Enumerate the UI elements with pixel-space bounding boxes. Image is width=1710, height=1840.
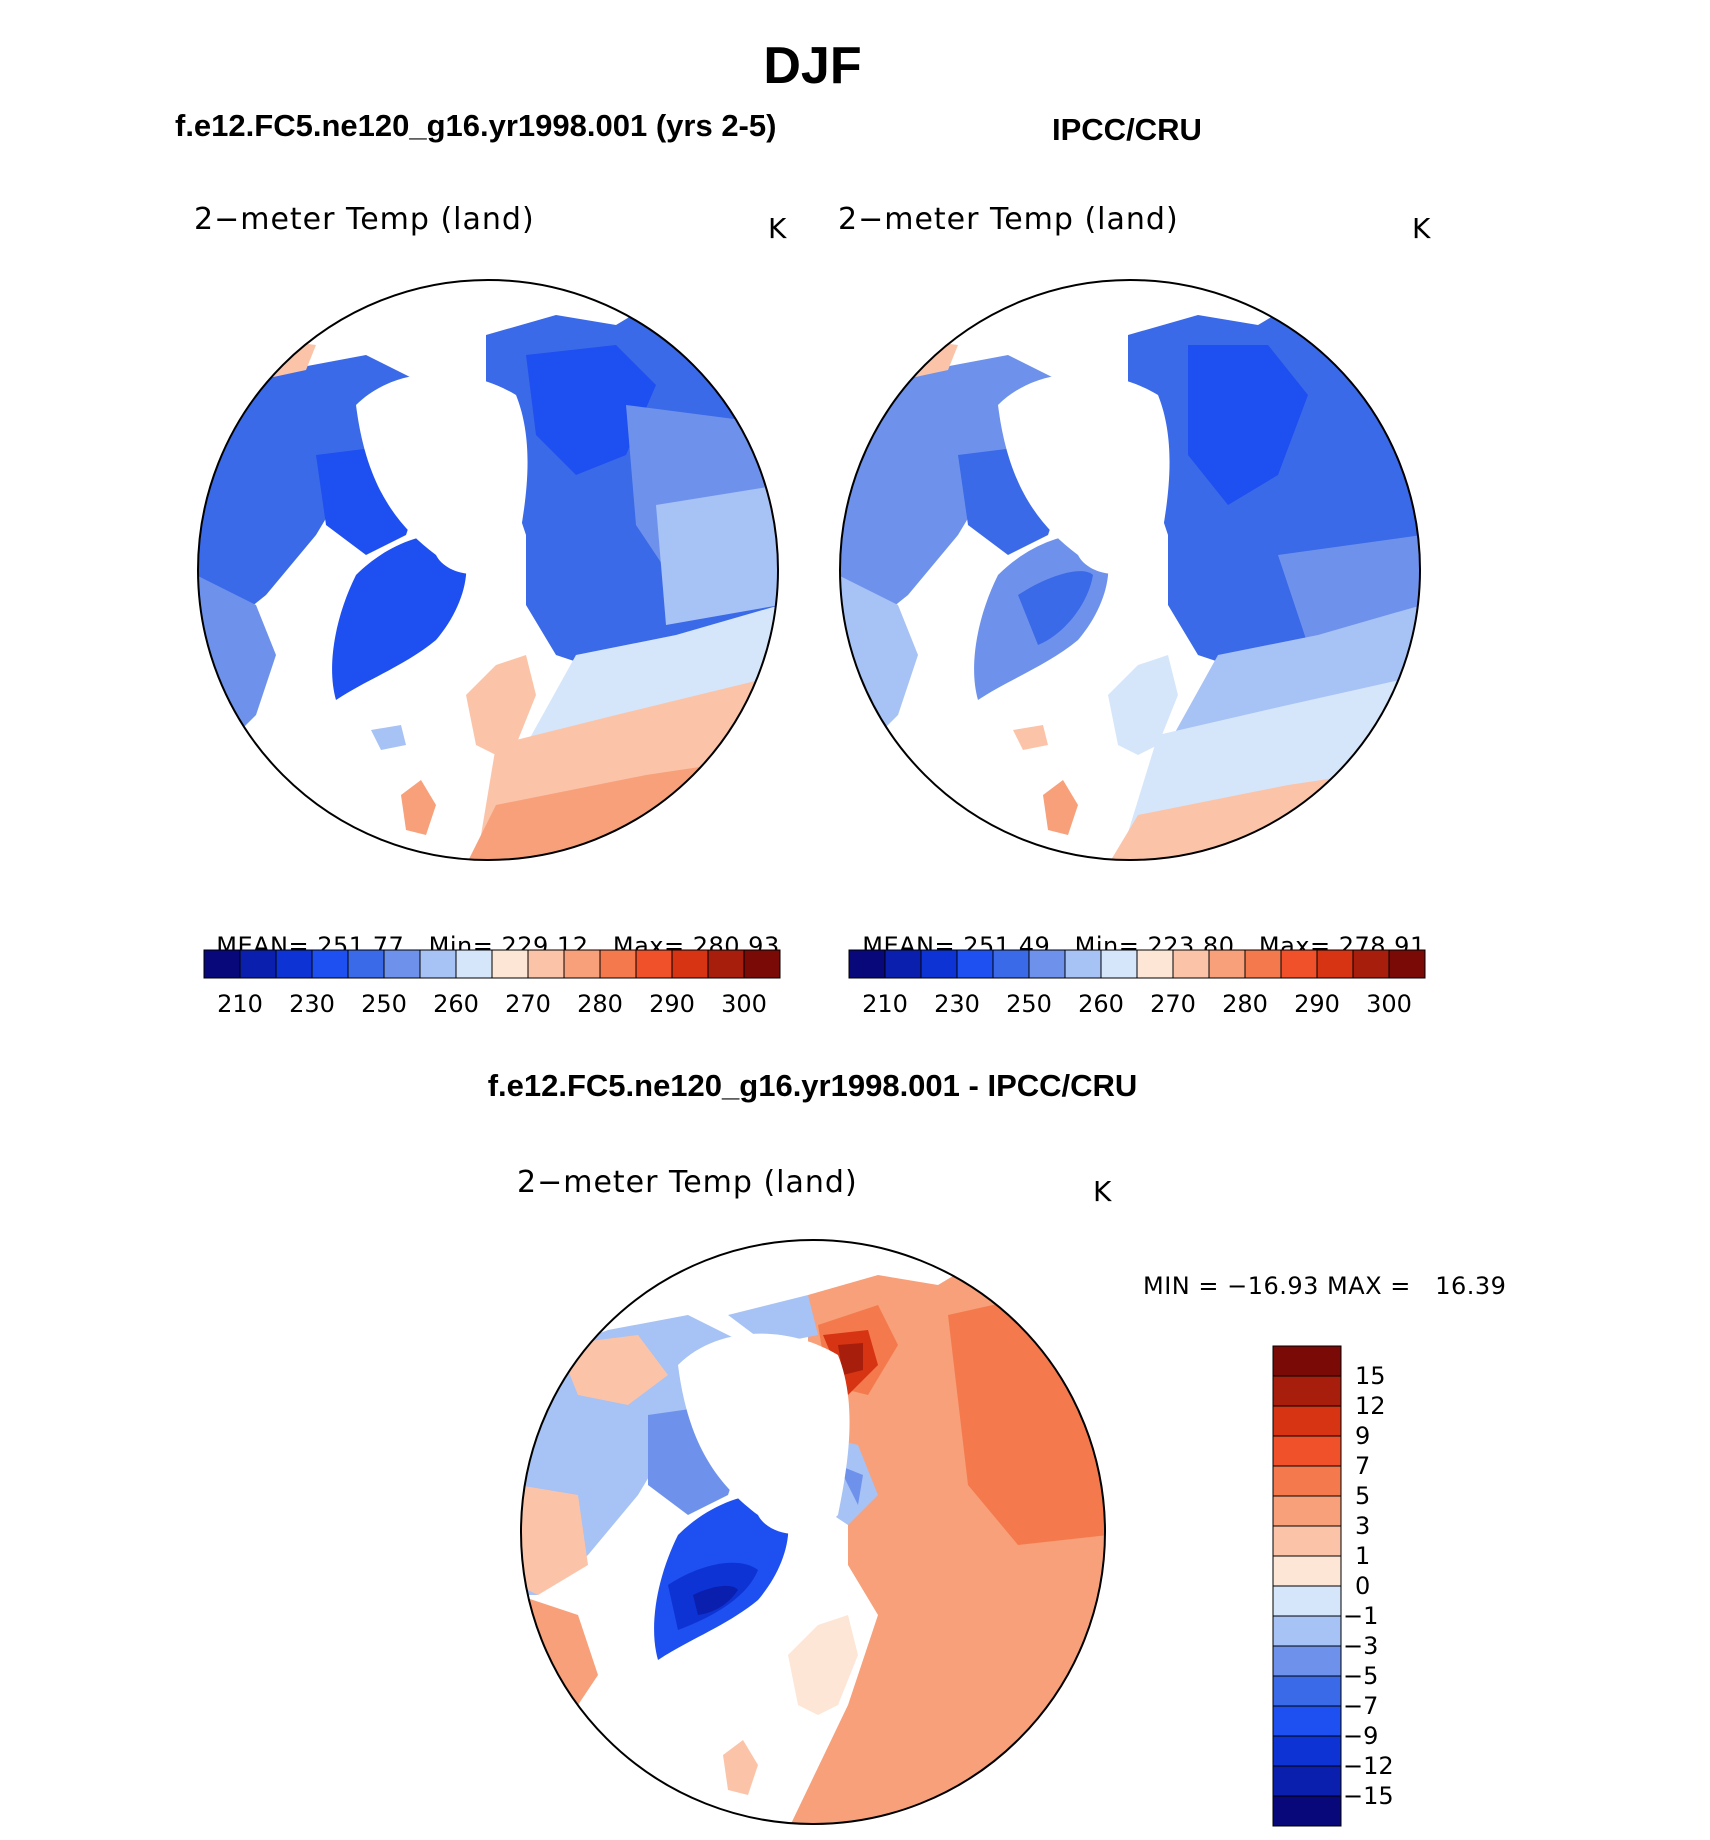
obs-panel-header: IPCC/CRU [1052,112,1202,147]
obs-colorbar-swatch [992,949,1030,979]
model-colorbar-tick-label: 250 [361,990,407,1018]
obs-colorbar-swatch [848,949,886,979]
diff-colorbar-tick-label: −7 [1343,1692,1379,1720]
model-unit-label: K [768,212,787,245]
model-colorbar-swatch [275,949,313,979]
model-colorbar-swatch [311,949,349,979]
diff-colorbar-tick-label: 3 [1355,1512,1371,1540]
diff-colorbar-tick-label: 5 [1355,1482,1371,1510]
diff-colorbar-tick-label: 7 [1355,1452,1371,1480]
obs-colorbar [848,949,1426,979]
season-title: DJF [763,37,862,95]
obs-colorbar-swatch [956,949,994,979]
obs-colorbar-swatch [884,949,922,979]
diff-colorbar-tick-label: −3 [1343,1632,1379,1660]
model-colorbar-tick-label: 300 [721,990,767,1018]
model-colorbar-swatch [419,949,457,979]
model-colorbar-swatch [203,949,241,979]
model-colorbar [203,949,781,979]
obs-colorbar-swatch [1028,949,1066,979]
obs-colorbar-swatch [1172,949,1210,979]
diff-colorbar-tick-label: −1 [1343,1602,1379,1630]
model-colorbar-swatch [563,949,601,979]
diff-colorbar-swatch [1272,1435,1342,1467]
obs-colorbar-swatch [1244,949,1282,979]
model-colorbar-tick-label: 290 [649,990,695,1018]
model-colorbar-swatch [347,949,385,979]
obs-colorbar-tick-label: 290 [1294,990,1340,1018]
model-panel-header: f.e12.FC5.ne120_g16.yr1998.001 (yrs 2-5) [175,108,777,143]
diff-colorbar-swatch [1272,1735,1342,1767]
diff-colorbar-swatch [1272,1555,1342,1587]
diff-colorbar-swatch [1272,1615,1342,1647]
diff-colorbar-swatch [1272,1465,1342,1497]
obs-variable-label: 2−meter Temp (land) [838,202,1179,237]
obs-colorbar-swatch [1208,949,1246,979]
model-polar-map [197,279,779,861]
diff-colorbar-tick-label: 15 [1355,1362,1386,1390]
model-colorbar-ticks: 210 230 250 260 270 280 290 300 [204,990,780,1020]
model-colorbar-swatch [527,949,565,979]
obs-colorbar-swatch [1280,949,1318,979]
diff-colorbar-tick-label: −9 [1343,1722,1379,1750]
obs-colorbar-tick-label: 230 [934,990,980,1018]
model-colorbar-tick-label: 270 [505,990,551,1018]
diff-colorbar-swatch [1272,1705,1342,1737]
model-colorbar-swatch [383,949,421,979]
model-colorbar-swatch [707,949,745,979]
obs-colorbar-ticks: 210 230 250 260 270 280 290 300 [849,990,1425,1020]
obs-polar-map [839,279,1421,861]
model-colorbar-tick-label: 260 [433,990,479,1018]
obs-colorbar-swatch [920,949,958,979]
diff-colorbar-swatch [1272,1645,1342,1677]
diff-colorbar-ticks: 15 12 9 7 5 3 1 0 −1 −3 −5 −7 −9 −12 −15 [1343,1346,1445,1828]
diff-colorbar-tick-label: 0 [1355,1572,1371,1600]
diff-colorbar-swatch [1272,1495,1342,1527]
diff-polar-map [520,1239,1106,1825]
model-variable-label: 2−meter Temp (land) [194,202,535,237]
diff-unit-label: K [1093,1175,1112,1208]
model-colorbar-swatch [491,949,529,979]
diff-colorbar-swatch [1272,1795,1342,1827]
diff-colorbar-swatch [1272,1405,1342,1437]
obs-colorbar-swatch [1316,949,1354,979]
diff-colorbar-tick-label: 1 [1355,1542,1371,1570]
obs-unit-label: K [1412,212,1431,245]
obs-colorbar-tick-label: 250 [1006,990,1052,1018]
obs-colorbar-tick-label: 270 [1150,990,1196,1018]
model-colorbar-swatch [671,949,709,979]
diff-colorbar-tick-label: −5 [1343,1662,1379,1690]
diff-colorbar-swatch [1272,1375,1342,1407]
diff-colorbar-tick-label: −12 [1343,1752,1394,1780]
model-colorbar-swatch [743,949,781,979]
obs-colorbar-swatch [1100,949,1138,979]
obs-colorbar-tick-label: 280 [1222,990,1268,1018]
diff-colorbar-tick-label: 9 [1355,1422,1371,1450]
obs-colorbar-swatch [1352,949,1390,979]
obs-colorbar-swatch [1064,949,1102,979]
obs-colorbar-tick-label: 300 [1366,990,1412,1018]
diff-range-text: MIN = −16.93 MAX = 16.39 [1143,1272,1507,1300]
obs-colorbar-swatch [1388,949,1426,979]
diff-panel-header: f.e12.FC5.ne120_g16.yr1998.001 - IPCC/CR… [487,1068,1138,1103]
model-colorbar-swatch [635,949,673,979]
obs-colorbar-tick-label: 210 [862,990,908,1018]
diff-colorbar [1272,1345,1342,1827]
diff-colorbar-tick-label: −15 [1343,1782,1394,1810]
diff-colorbar-swatch [1272,1765,1342,1797]
diff-variable-label: 2−meter Temp (land) [517,1165,858,1200]
diff-colorbar-swatch [1272,1675,1342,1707]
obs-colorbar-swatch [1136,949,1174,979]
diff-colorbar-swatch [1272,1345,1342,1377]
diff-colorbar-swatch [1272,1585,1342,1617]
diff-colorbar-tick-label: 12 [1355,1392,1386,1420]
model-colorbar-swatch [455,949,493,979]
model-colorbar-swatch [239,949,277,979]
model-colorbar-tick-label: 210 [217,990,263,1018]
model-colorbar-tick-label: 280 [577,990,623,1018]
diff-colorbar-swatch [1272,1525,1342,1557]
model-colorbar-tick-label: 230 [289,990,335,1018]
obs-colorbar-tick-label: 260 [1078,990,1124,1018]
model-colorbar-swatch [599,949,637,979]
